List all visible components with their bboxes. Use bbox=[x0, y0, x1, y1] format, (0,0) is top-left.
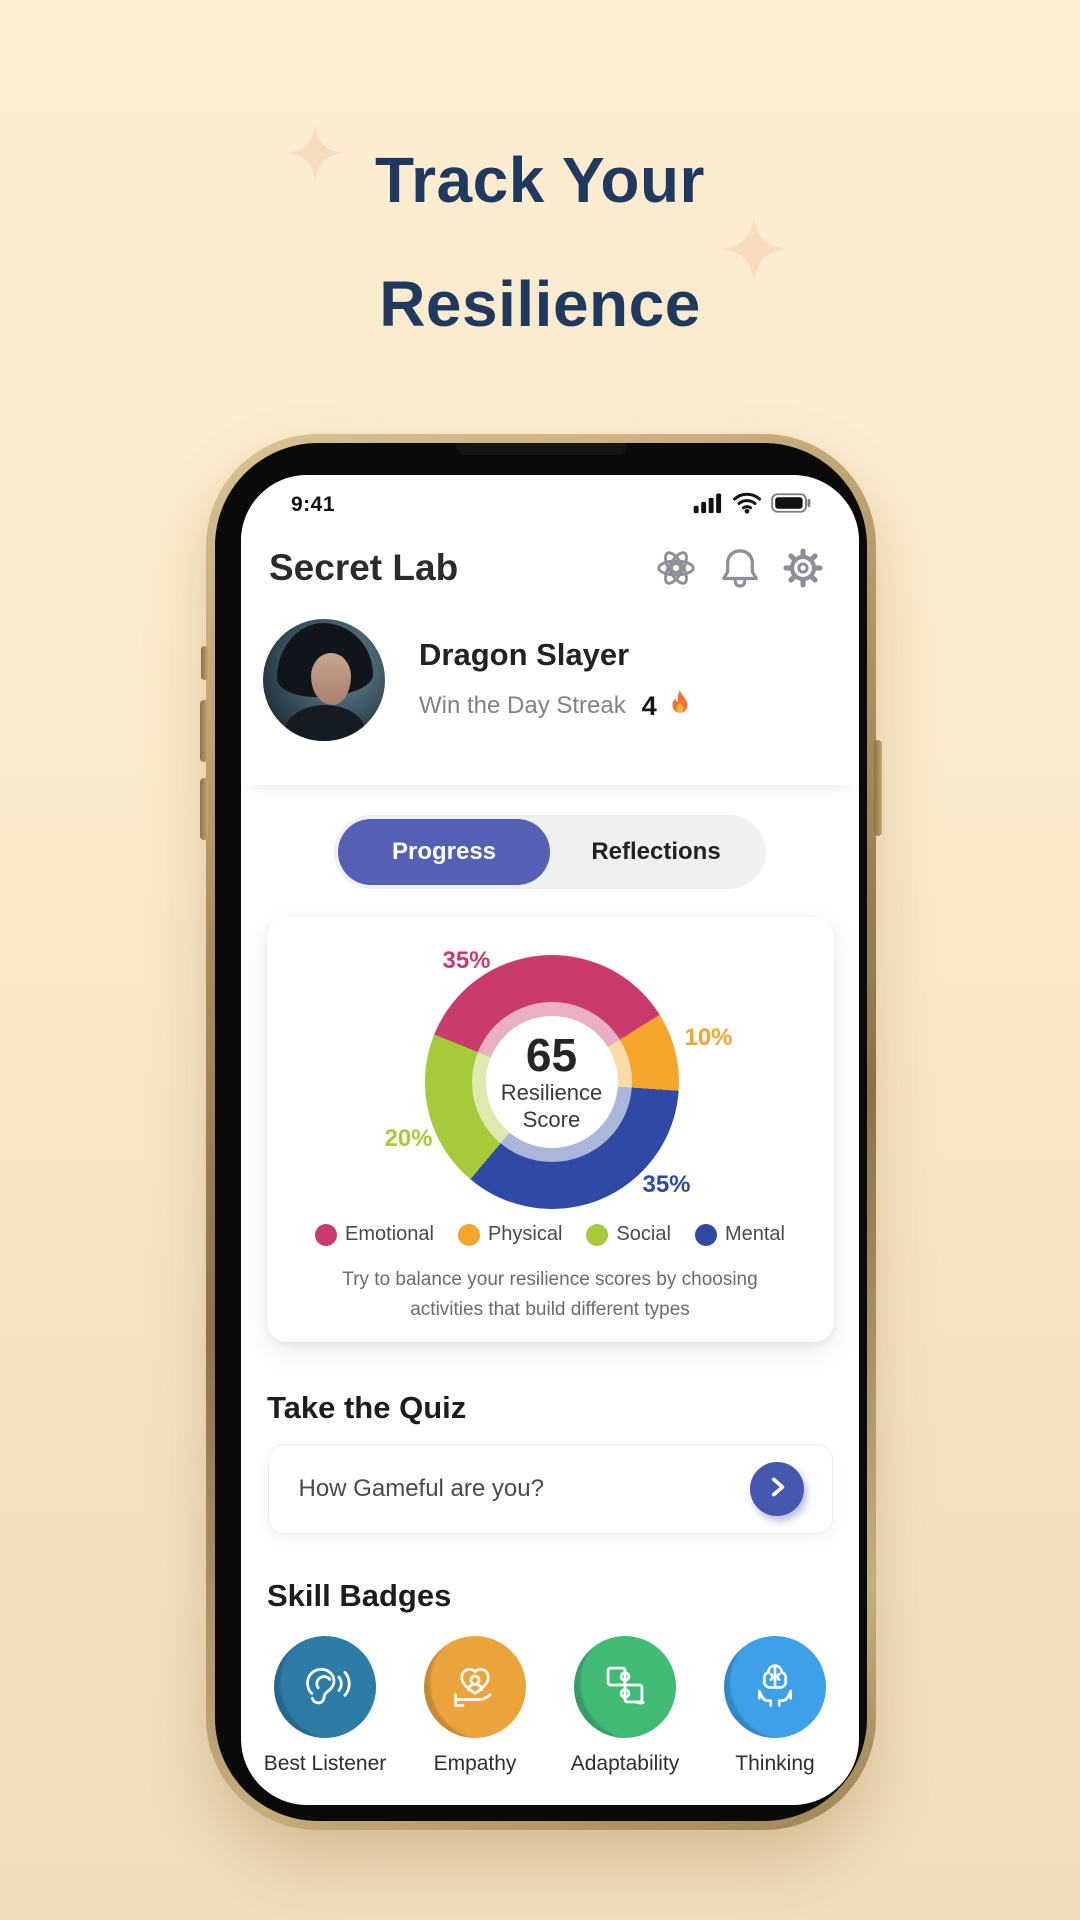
speaker-notch bbox=[456, 443, 626, 455]
puzzle-icon bbox=[596, 1656, 654, 1719]
quiz-question: How Gameful are you? bbox=[298, 1475, 544, 1502]
volume-down-button bbox=[200, 778, 208, 840]
flame-icon bbox=[667, 689, 693, 724]
avatar-art bbox=[311, 653, 351, 705]
quiz-card[interactable]: How Gameful are you? bbox=[267, 1444, 833, 1534]
app-title: Secret Lab bbox=[269, 547, 459, 588]
legend-dot bbox=[315, 1223, 338, 1246]
legend-dot bbox=[457, 1223, 480, 1246]
hero-title: Track Your Resilience bbox=[0, 0, 1080, 366]
legend-dot bbox=[694, 1223, 717, 1246]
gear-icon[interactable] bbox=[781, 546, 825, 590]
segment-label-physical: 10% bbox=[684, 1024, 733, 1051]
avatar-art bbox=[285, 705, 365, 741]
brain-hands-icon bbox=[746, 1656, 804, 1719]
streak-count: 4 bbox=[641, 690, 657, 721]
chart-legend: Emotional Physical Social Mental bbox=[267, 1223, 834, 1246]
legend-item-social: Social bbox=[586, 1223, 671, 1246]
app-header-block: 9:41 Secret Lab bbox=[241, 475, 859, 785]
streak-label: Win the Day Streak bbox=[419, 692, 626, 719]
badge-best-listener[interactable]: Best Listener bbox=[256, 1636, 394, 1776]
badge-adaptability[interactable]: Adaptability bbox=[556, 1636, 694, 1776]
quiz-start-button[interactable] bbox=[749, 1462, 804, 1516]
mute-switch bbox=[201, 646, 208, 680]
page-title: Track Your Resilience bbox=[375, 144, 705, 340]
quiz-section-heading: Take the Quiz bbox=[267, 1390, 467, 1425]
segment-label-social: 20% bbox=[384, 1125, 433, 1152]
tab-reflections[interactable]: Reflections bbox=[591, 838, 721, 865]
profile-info: Dragon Slayer Win the Day Streak 4 bbox=[419, 637, 693, 724]
chevron-right-icon bbox=[764, 1474, 790, 1505]
sparkle-icon bbox=[721, 213, 787, 285]
bell-icon[interactable] bbox=[721, 546, 759, 590]
signal-icon bbox=[693, 492, 723, 519]
status-bar: 9:41 bbox=[241, 475, 859, 519]
tab-progress[interactable]: Progress bbox=[338, 819, 550, 885]
phone-bezel: 9:41 Secret Lab bbox=[215, 443, 867, 1821]
badges-row: Best Listener Empathy Adaptability bbox=[241, 1614, 859, 1776]
profile-row: Dragon Slayer Win the Day Streak 4 bbox=[241, 591, 859, 741]
atom-icon[interactable] bbox=[653, 545, 699, 591]
profile-name: Dragon Slayer bbox=[419, 636, 630, 672]
heart-hand-icon bbox=[446, 1656, 504, 1719]
resilience-chart-card: 65 Resilience Score 35% 10% 35% 20% Emot… bbox=[266, 917, 834, 1342]
legend-dot bbox=[586, 1223, 609, 1246]
resilience-score-label: Resilience Score bbox=[500, 1080, 603, 1132]
legend-item-mental: Mental bbox=[694, 1223, 785, 1246]
segmented-tabs: Progress Reflections bbox=[334, 815, 766, 889]
legend-item-emotional: Emotional bbox=[315, 1223, 434, 1246]
sparkle-icon bbox=[286, 118, 344, 188]
badge-thinking[interactable]: Thinking bbox=[706, 1636, 844, 1776]
segment-label-emotional: 35% bbox=[442, 947, 491, 974]
phone-mockup: 9:41 Secret Lab bbox=[200, 434, 882, 1830]
status-time: 9:41 bbox=[291, 493, 336, 516]
badges-section-heading: Skill Badges bbox=[267, 1578, 452, 1613]
wifi-icon bbox=[732, 491, 762, 519]
resilience-score-value: 65 bbox=[525, 1029, 578, 1081]
badge-empathy[interactable]: Empathy bbox=[406, 1636, 544, 1776]
chart-caption: Try to balance your resilience scores by… bbox=[342, 1269, 758, 1320]
volume-up-button bbox=[200, 700, 208, 762]
battery-icon bbox=[771, 492, 813, 519]
ear-icon bbox=[296, 1656, 354, 1719]
legend-item-physical: Physical bbox=[457, 1223, 562, 1246]
status-icons bbox=[693, 491, 813, 519]
power-button bbox=[874, 740, 882, 836]
app-screen: 9:41 Secret Lab bbox=[241, 475, 859, 1805]
avatar[interactable] bbox=[263, 619, 385, 741]
header-icons bbox=[653, 545, 825, 591]
donut-center: 65 Resilience Score bbox=[485, 1016, 618, 1148]
segment-label-mental: 35% bbox=[642, 1171, 691, 1198]
